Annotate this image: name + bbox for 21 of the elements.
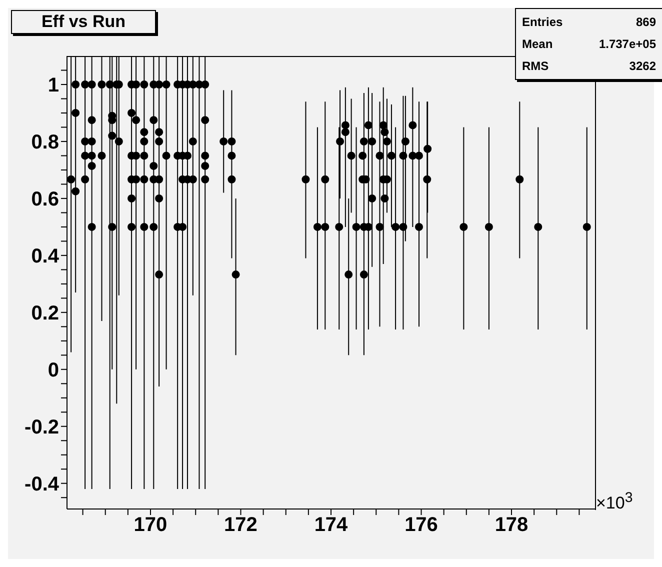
- text: 869: [636, 14, 656, 31]
- y-tick-label: 0: [48, 359, 59, 382]
- x-tick-label: 174: [314, 514, 349, 536]
- text: 1.737e+05: [598, 36, 656, 53]
- x-tick-label: 176: [404, 514, 438, 536]
- text: Entries: [522, 14, 563, 31]
- text: Mean: [522, 36, 553, 53]
- x-tick-label: 178: [494, 514, 528, 536]
- x-tick-label: 170: [134, 514, 168, 536]
- y-tick-label: -0.2: [24, 416, 59, 438]
- text: ×10$^{3}$: [596, 490, 633, 514]
- x-tick-label: 172: [224, 514, 258, 536]
- y-tick-label: 0.6: [31, 188, 59, 211]
- y-tick-label: 0.4: [31, 246, 60, 268]
- annotation: RMS: [522, 58, 549, 75]
- y-tick-label: -0.4: [24, 473, 60, 496]
- chart-title: Eff vs Run: [11, 10, 156, 34]
- y-tick-label: 1: [48, 74, 59, 97]
- y-tick-label: 0.8: [31, 132, 59, 154]
- y-tick-label: 0.2: [31, 302, 59, 325]
- text: 3262: [629, 58, 656, 75]
